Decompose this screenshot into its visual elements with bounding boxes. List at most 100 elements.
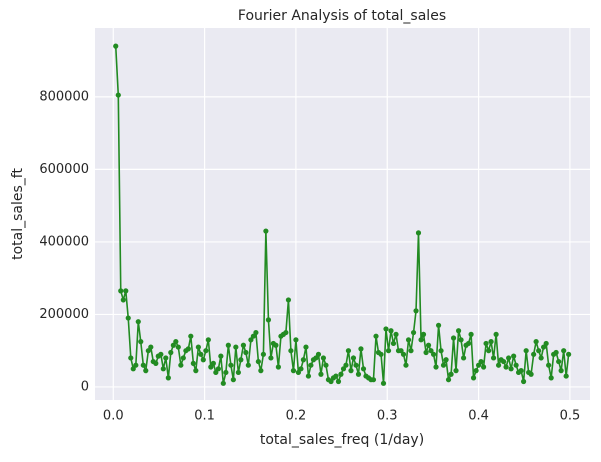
y-tick-label: 400000 <box>39 234 89 249</box>
point <box>175 344 181 350</box>
point <box>163 355 169 361</box>
point <box>125 315 131 321</box>
point <box>123 288 129 294</box>
point <box>528 371 534 377</box>
point <box>128 355 134 361</box>
point <box>370 377 377 383</box>
point <box>513 362 519 368</box>
point <box>503 364 509 370</box>
point <box>483 340 489 347</box>
point <box>133 362 139 368</box>
point <box>398 348 404 354</box>
y-tick-label: 0 <box>81 379 89 394</box>
point <box>230 377 236 383</box>
point <box>240 342 247 348</box>
point <box>433 364 439 370</box>
point <box>486 348 492 354</box>
point <box>511 353 517 359</box>
y-axis-label: total_sales_ft <box>10 168 26 260</box>
x-tick-label: 0.3 <box>377 409 398 424</box>
point <box>210 360 216 366</box>
point <box>536 348 542 354</box>
point <box>198 351 204 357</box>
point <box>358 346 364 352</box>
point <box>320 355 327 361</box>
point <box>260 351 267 357</box>
point <box>360 366 367 372</box>
point <box>335 378 342 385</box>
y-tick-label: 200000 <box>39 307 89 322</box>
point <box>458 337 464 343</box>
point <box>390 340 397 347</box>
point <box>200 357 206 363</box>
point <box>470 375 477 381</box>
point <box>543 340 549 347</box>
point <box>228 362 234 368</box>
point <box>253 329 259 336</box>
point <box>403 362 409 368</box>
x-axis-label: total_sales_freq (1/day) <box>260 432 424 448</box>
point <box>410 329 417 336</box>
point <box>158 351 164 357</box>
point <box>245 362 251 368</box>
point <box>313 355 319 361</box>
line <box>114 46 570 384</box>
point <box>298 366 304 372</box>
point <box>448 371 454 377</box>
point <box>541 344 547 350</box>
point <box>333 373 339 379</box>
x-tick-label: 0.0 <box>103 409 124 424</box>
point <box>506 355 512 361</box>
point <box>300 357 307 363</box>
point <box>425 342 432 348</box>
point <box>450 335 457 341</box>
point <box>195 344 201 350</box>
point <box>203 348 209 354</box>
point <box>180 355 186 361</box>
point <box>385 348 392 354</box>
point <box>305 373 312 379</box>
chart-title: Fourier Analysis of total_sales <box>238 8 446 24</box>
point <box>268 355 274 361</box>
point <box>113 43 119 49</box>
point <box>290 368 297 374</box>
point <box>258 368 264 374</box>
point <box>518 368 524 374</box>
point <box>508 366 514 372</box>
point <box>283 329 289 336</box>
point <box>345 348 352 354</box>
point <box>380 380 387 386</box>
point <box>168 349 174 356</box>
point <box>120 297 126 303</box>
point <box>561 348 567 354</box>
point <box>318 371 324 377</box>
point <box>288 348 294 354</box>
point <box>265 317 272 323</box>
point <box>145 348 151 354</box>
point <box>393 331 399 337</box>
point <box>285 297 292 303</box>
point <box>523 348 529 354</box>
point <box>213 369 219 376</box>
point <box>350 355 357 361</box>
point <box>160 366 166 372</box>
point <box>233 344 239 350</box>
point <box>323 362 329 368</box>
point <box>173 339 179 345</box>
point <box>178 362 184 368</box>
point <box>556 358 562 365</box>
x-tick-label: 0.2 <box>286 409 307 424</box>
point <box>435 322 442 328</box>
point <box>553 349 559 356</box>
plot-area <box>95 28 590 400</box>
point <box>353 362 359 368</box>
point <box>223 369 229 376</box>
point <box>566 351 572 357</box>
point <box>115 92 121 98</box>
point <box>238 357 244 363</box>
point <box>531 351 537 357</box>
point <box>190 360 196 366</box>
point <box>453 368 459 374</box>
point <box>558 368 564 374</box>
